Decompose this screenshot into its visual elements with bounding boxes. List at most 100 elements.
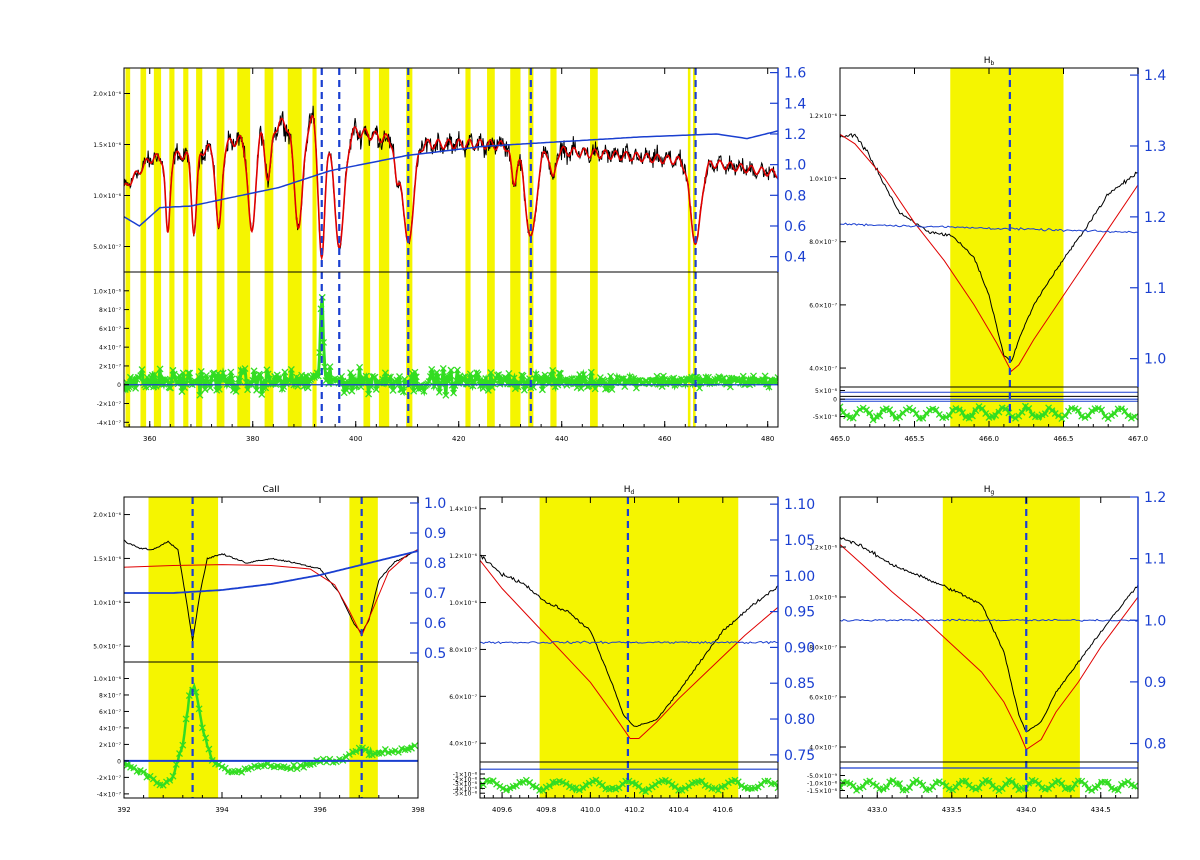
panel-title-subscript: d <box>630 489 634 496</box>
y2-tick-label: 0.7 <box>424 586 446 602</box>
residual-marker <box>496 782 504 790</box>
residual-marker <box>547 372 555 380</box>
residual-marker <box>678 786 686 794</box>
x-tick-label: 396 <box>313 806 327 814</box>
residual-marker <box>281 368 289 376</box>
residual-marker <box>432 380 440 388</box>
y2-tick-label: 1.1 <box>1144 281 1166 297</box>
residual-marker <box>1108 412 1115 420</box>
residual-marker <box>1088 407 1096 415</box>
residual-marker <box>261 762 268 770</box>
residual-marker <box>517 380 524 388</box>
residual-marker <box>843 412 851 420</box>
y2-tick-label: 0.75 <box>784 748 815 764</box>
y2-tick-label: 0.95 <box>784 605 815 621</box>
residual-marker <box>632 384 640 392</box>
residual-marker <box>1018 408 1026 416</box>
residual-marker <box>304 384 312 392</box>
residual-marker <box>720 374 728 382</box>
residual-y-tick-label: -2×10⁻⁷ <box>97 401 122 408</box>
residual-marker <box>461 373 469 381</box>
residual-marker <box>995 408 1003 416</box>
residual-marker <box>215 761 223 768</box>
residual-marker <box>1025 405 1033 412</box>
residual-marker <box>236 377 244 385</box>
y2-tick-label: 1.4 <box>1144 68 1166 84</box>
residual-y-tick-label: -5×10⁻⁸ <box>813 414 838 421</box>
residual-marker <box>474 370 482 378</box>
residual-marker <box>754 783 762 791</box>
residual-marker <box>145 378 152 386</box>
y2-tick-label: 1.0 <box>1144 613 1166 629</box>
residual-marker <box>137 372 145 380</box>
mask-region-21 <box>693 68 696 427</box>
residual-marker <box>182 715 190 723</box>
residual-marker <box>519 778 527 786</box>
plot-area-hd <box>480 497 778 798</box>
residual-marker <box>978 405 986 412</box>
residual-marker <box>264 370 272 378</box>
y2-tick-label: 1.0 <box>424 496 446 512</box>
residual-marker <box>902 406 910 414</box>
residual-marker <box>488 383 496 391</box>
residual-marker <box>366 376 374 384</box>
residual-marker <box>169 772 177 780</box>
residual-marker <box>151 371 159 378</box>
residual-marker <box>1131 413 1138 421</box>
residual-marker <box>1002 405 1010 413</box>
residual-marker <box>396 373 403 380</box>
residual-marker <box>876 412 884 420</box>
x-tick-label: 480 <box>761 435 774 443</box>
residual-y-tick-label: -4×10⁻⁷ <box>97 791 122 798</box>
plot-area-caii <box>124 497 418 798</box>
residual-marker <box>205 745 213 753</box>
x-tick-label: 420 <box>452 435 465 443</box>
mask-region-15 <box>487 68 495 427</box>
residual-marker <box>902 786 910 794</box>
residual-marker <box>882 783 890 791</box>
y-tick-label: 2.0×10⁻⁶ <box>93 512 121 519</box>
residual-marker <box>199 374 206 382</box>
x-tick-label: 440 <box>555 435 568 443</box>
residual-marker <box>1021 402 1029 410</box>
residual-marker <box>428 366 436 373</box>
residual-marker <box>1084 412 1092 420</box>
residual-y-tick-label: 0 <box>833 397 837 404</box>
continuum-line <box>124 550 418 594</box>
y-tick-label: 1.5×10⁻⁶ <box>93 556 121 563</box>
residual-marker <box>906 404 913 412</box>
mask-region-18 <box>550 68 557 427</box>
y-tick-label: 4.0×10⁻⁷ <box>449 741 477 748</box>
residual-marker <box>849 782 857 790</box>
residual-marker <box>169 366 177 374</box>
residual-marker <box>175 372 183 379</box>
y2-tick-label: 1.1 <box>1144 552 1166 568</box>
residual-marker <box>932 406 940 414</box>
residual-marker <box>326 363 334 371</box>
residual-marker <box>906 784 913 792</box>
residual-marker <box>206 384 214 392</box>
residual-marker <box>630 374 638 382</box>
residual-marker <box>420 387 428 395</box>
residual-marker <box>262 384 270 392</box>
residual-marker <box>228 375 236 383</box>
y-tick-label: 6.0×10⁻⁷ <box>449 694 477 701</box>
residual-marker <box>1012 414 1019 422</box>
residual-y-tick-label: -2×10⁻⁸ <box>453 776 478 783</box>
residual-marker <box>1098 406 1106 414</box>
residual-marker <box>587 368 595 376</box>
residual-marker <box>945 411 953 419</box>
y-tick-label: 1.0×10⁻⁶ <box>809 176 837 183</box>
residual-marker <box>1114 786 1122 794</box>
residual-marker <box>747 376 755 384</box>
residual-marker <box>450 389 458 397</box>
residual-marker <box>919 781 927 789</box>
residual-y-tick-label: -1.5×10⁻⁸ <box>807 788 838 795</box>
residual-marker <box>995 787 1003 795</box>
residual-marker <box>174 380 182 388</box>
residual-marker <box>581 374 589 382</box>
residual-marker <box>935 778 943 786</box>
x-tick-label: 394 <box>215 806 229 814</box>
y-tick-label: 5.0×10⁻⁷ <box>93 244 121 251</box>
residual-marker <box>257 371 264 379</box>
